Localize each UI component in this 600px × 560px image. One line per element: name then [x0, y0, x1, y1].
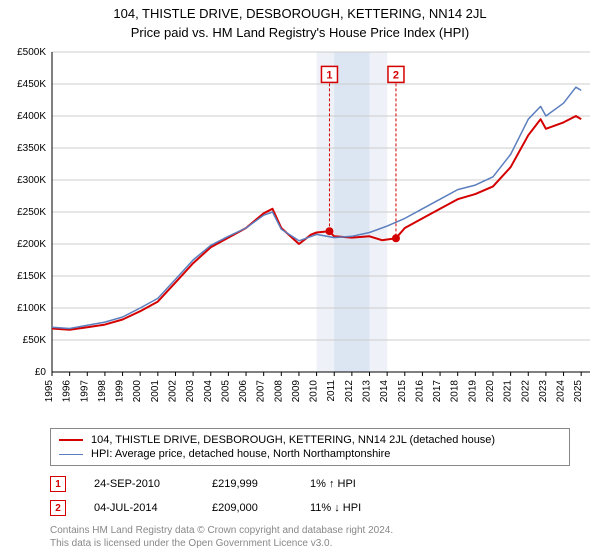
svg-text:£500K: £500K [17, 47, 46, 58]
svg-text:1999: 1999 [115, 380, 126, 403]
svg-text:2023: 2023 [538, 380, 549, 403]
svg-text:1998: 1998 [97, 380, 108, 403]
svg-text:£200K: £200K [17, 239, 46, 250]
svg-text:2003: 2003 [185, 380, 196, 403]
chart-area: £0 £50K £100K £150K £200K £250K £300K £350K £400… [0, 42, 600, 422]
svg-text:£400K: £400K [17, 111, 46, 122]
svg-text:2022: 2022 [520, 380, 531, 403]
legend-box: 104, THISTLE DRIVE, DESBOROUGH, KETTERIN… [50, 428, 570, 466]
svg-text:2006: 2006 [238, 380, 249, 403]
svg-text:£100K: £100K [17, 303, 46, 314]
svg-text:2015: 2015 [397, 380, 408, 403]
legend-label-property: 104, THISTLE DRIVE, DESBOROUGH, KETTERIN… [91, 434, 495, 446]
svg-text:1996: 1996 [62, 380, 73, 403]
svg-text:2002: 2002 [167, 380, 178, 403]
svg-text:2004: 2004 [203, 380, 214, 403]
sale-marker-2: 2 [50, 500, 66, 516]
svg-text:2014: 2014 [379, 380, 390, 403]
chart-container: 104, THISTLE DRIVE, DESBOROUGH, KETTERIN… [0, 0, 600, 550]
svg-text:£250K: £250K [17, 207, 46, 218]
footer-line-1: Contains HM Land Registry data © Crown c… [50, 524, 570, 537]
svg-text:2009: 2009 [291, 380, 302, 403]
svg-text:2018: 2018 [450, 380, 461, 403]
svg-text:2000: 2000 [132, 380, 143, 403]
svg-text:1: 1 [326, 69, 332, 81]
sale-row-2: 2 04-JUL-2014 £209,000 11% ↓ HPI [50, 496, 570, 520]
svg-text:£150K: £150K [17, 271, 46, 282]
svg-text:2016: 2016 [414, 380, 425, 403]
svg-text:£50K: £50K [23, 335, 47, 346]
svg-text:1995: 1995 [44, 380, 55, 403]
legend-swatch-hpi [59, 454, 83, 455]
sales-block: 1 24-SEP-2010 £219,999 1% ↑ HPI 2 04-JUL… [50, 472, 570, 520]
svg-text:2021: 2021 [503, 380, 514, 403]
svg-text:2020: 2020 [485, 380, 496, 403]
legend-label-hpi: HPI: Average price, detached house, Nort… [91, 448, 390, 460]
sale-row-1: 1 24-SEP-2010 £219,999 1% ↑ HPI [50, 472, 570, 496]
svg-text:2001: 2001 [150, 380, 161, 403]
svg-text:2007: 2007 [256, 380, 267, 403]
svg-text:£300K: £300K [17, 175, 46, 186]
svg-text:1997: 1997 [79, 380, 90, 403]
svg-text:2010: 2010 [309, 380, 320, 403]
sale-marker-1: 1 [50, 476, 66, 492]
title-subtitle: Price paid vs. HM Land Registry's House … [10, 25, 590, 40]
svg-text:£0: £0 [35, 367, 47, 378]
sale-diff-2: 11% ↓ HPI [310, 502, 400, 514]
svg-text:2008: 2008 [273, 380, 284, 403]
svg-text:2005: 2005 [220, 380, 231, 403]
svg-text:2013: 2013 [362, 380, 373, 403]
sale-price-1: £219,999 [212, 478, 282, 490]
sale-diff-1: 1% ↑ HPI [310, 478, 400, 490]
sale-date-1: 24-SEP-2010 [94, 478, 184, 490]
svg-text:2017: 2017 [432, 380, 443, 403]
footer-line-2: This data is licensed under the Open Gov… [50, 537, 570, 550]
title-block: 104, THISTLE DRIVE, DESBOROUGH, KETTERIN… [0, 0, 600, 42]
svg-text:£350K: £350K [17, 143, 46, 154]
footer-note: Contains HM Land Registry data © Crown c… [50, 524, 570, 550]
svg-text:2024: 2024 [556, 380, 567, 403]
svg-text:2: 2 [393, 69, 399, 81]
legend-swatch-property [59, 439, 83, 441]
svg-text:2012: 2012 [344, 380, 355, 403]
svg-text:£450K: £450K [17, 79, 46, 90]
svg-text:2011: 2011 [326, 380, 337, 402]
svg-text:2025: 2025 [573, 380, 584, 403]
sale-date-2: 04-JUL-2014 [94, 502, 184, 514]
legend-item-property: 104, THISTLE DRIVE, DESBOROUGH, KETTERIN… [59, 433, 561, 447]
title-address: 104, THISTLE DRIVE, DESBOROUGH, KETTERIN… [10, 6, 590, 21]
legend-item-hpi: HPI: Average price, detached house, Nort… [59, 447, 561, 461]
chart-svg: £0 £50K £100K £150K £200K £250K £300K £350K £400… [0, 42, 600, 422]
svg-text:2019: 2019 [467, 380, 478, 403]
sale-price-2: £209,000 [212, 502, 282, 514]
